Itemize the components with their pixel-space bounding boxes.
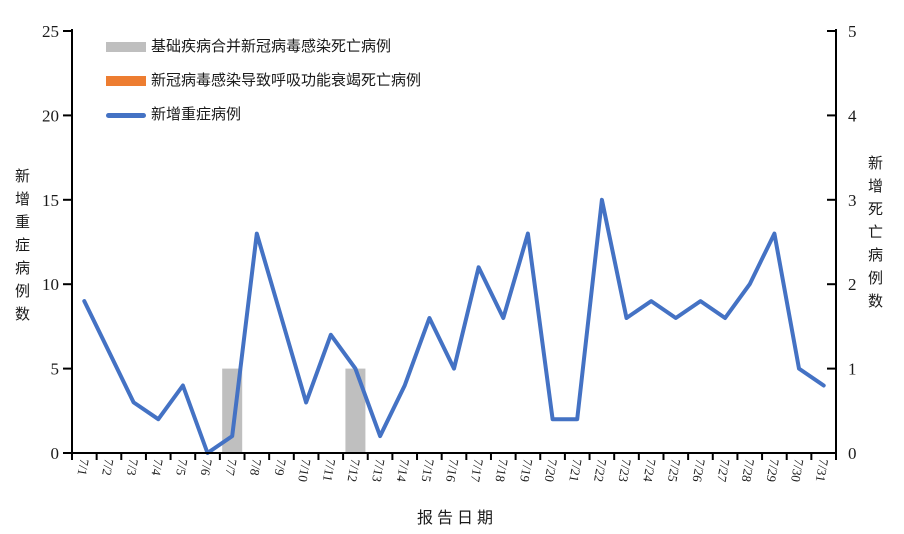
- svg-text:7/17: 7/17: [468, 458, 487, 484]
- right-tick-label: 1: [848, 360, 857, 379]
- x-tick-label: 7/11: [320, 458, 339, 483]
- x-tick-label: 7/27: [714, 458, 733, 484]
- svg-text:7/7: 7/7: [222, 458, 240, 477]
- left-axis-title: 新增重症病例数: [13, 168, 29, 329]
- svg-text:7/15: 7/15: [418, 458, 437, 483]
- legend-label: 新冠病毒感染导致呼吸功能衰竭死亡病例: [151, 73, 422, 89]
- x-tick-label: 7/9: [272, 458, 290, 477]
- x-tick-label: 7/21: [566, 458, 585, 483]
- legend-label: 新增重症病例: [151, 107, 242, 123]
- svg-text:7/13: 7/13: [369, 458, 388, 483]
- legend-label: 基础疾病合并新冠病毒感染死亡病例: [151, 39, 392, 55]
- x-tick-label: 7/13: [369, 458, 388, 483]
- svg-text:7/2: 7/2: [99, 458, 117, 477]
- svg-text:7/11: 7/11: [320, 458, 339, 483]
- x-tick-label: 7/10: [295, 458, 314, 483]
- x-tick-labels: 7/1 7/2 7/3 7/4 7/5 7/6 7/7 7/8 7/9 7/10 7/11 7/12 7…: [75, 458, 832, 484]
- x-tick-label: 7/5: [173, 458, 191, 477]
- x-tick-label: 7/20: [542, 458, 561, 483]
- x-tick-label: 7/28: [739, 458, 758, 483]
- left-tick-label: 0: [51, 444, 60, 463]
- x-tick-label: 7/2: [99, 458, 117, 477]
- x-tick-label: 7/22: [591, 458, 610, 483]
- death-bar: [345, 368, 366, 453]
- right-tick-label: 5: [848, 22, 857, 41]
- svg-text:7/26: 7/26: [690, 458, 709, 484]
- x-tick-label: 7/14: [394, 458, 413, 484]
- svg-text:7/4: 7/4: [148, 458, 166, 477]
- svg-text:7/25: 7/25: [665, 458, 684, 483]
- svg-text:7/18: 7/18: [492, 458, 511, 483]
- x-tick-label: 7/1: [75, 458, 93, 477]
- svg-text:7/20: 7/20: [542, 458, 561, 483]
- x-tick-label: 7/17: [468, 458, 487, 484]
- x-tick-label: 7/7: [222, 458, 240, 477]
- right-tick-label: 2: [848, 275, 857, 294]
- svg-text:7/9: 7/9: [272, 458, 290, 477]
- left-tick-label: 15: [42, 191, 59, 210]
- x-tick-label: 7/8: [247, 458, 265, 477]
- svg-text:7/10: 7/10: [295, 458, 314, 483]
- x-tick-label: 7/19: [517, 458, 536, 483]
- x-tick-label: 7/18: [492, 458, 511, 483]
- left-tick-label: 20: [42, 106, 59, 125]
- svg-text:7/21: 7/21: [566, 458, 585, 483]
- svg-text:7/12: 7/12: [344, 458, 363, 483]
- svg-text:7/24: 7/24: [640, 458, 659, 484]
- x-tick-label: 7/29: [763, 458, 782, 483]
- legend-bar-swatch: [106, 42, 146, 52]
- svg-text:7/27: 7/27: [714, 458, 733, 484]
- svg-text:7/6: 7/6: [198, 458, 216, 477]
- x-tick-label: 7/16: [443, 458, 462, 484]
- axes: [71, 29, 837, 454]
- x-tick-label: 7/30: [788, 458, 807, 483]
- x-tick-label: 7/26: [690, 458, 709, 484]
- left-tick-label: 5: [51, 360, 60, 379]
- right-axis-title: 新增死亡病例数: [866, 155, 882, 316]
- x-tick-label: 7/3: [124, 458, 142, 477]
- svg-text:7/16: 7/16: [443, 458, 462, 484]
- svg-text:7/28: 7/28: [739, 458, 758, 483]
- svg-text:7/30: 7/30: [788, 458, 807, 483]
- legend-bar-swatch: [106, 76, 146, 86]
- svg-text:7/22: 7/22: [591, 458, 610, 483]
- svg-text:7/5: 7/5: [173, 458, 191, 477]
- legend-item: 基础疾病合并新冠病毒感染死亡病例: [106, 30, 421, 64]
- right-axis-ticks: 0 1 2 3 4 5: [827, 22, 857, 463]
- x-axis-ticks: [71, 453, 837, 460]
- severe-cases-line: [82, 197, 826, 455]
- left-tick-label: 25: [42, 22, 59, 41]
- x-axis-title: 报告日期: [416, 510, 497, 527]
- svg-text:7/31: 7/31: [813, 458, 832, 483]
- legend: 基础疾病合并新冠病毒感染死亡病例新冠病毒感染导致呼吸功能衰竭死亡病例 新增重症病例: [106, 30, 421, 132]
- right-tick-label: 0: [848, 444, 857, 463]
- svg-text:7/3: 7/3: [124, 458, 142, 477]
- legend-item: 新冠病毒感染导致呼吸功能衰竭死亡病例: [106, 64, 421, 98]
- svg-text:7/29: 7/29: [763, 458, 782, 483]
- legend-line-swatch: [106, 112, 146, 118]
- x-tick-label: 7/23: [616, 458, 635, 483]
- legend-item: 新增重症病例: [106, 98, 421, 132]
- svg-text:7/1: 7/1: [75, 458, 93, 477]
- death-bars-underlying-disease: [222, 368, 366, 453]
- x-tick-label: 7/31: [813, 458, 832, 483]
- svg-text:7/14: 7/14: [394, 458, 413, 484]
- x-tick-label: 7/4: [148, 458, 166, 477]
- x-tick-label: 7/12: [344, 458, 363, 483]
- right-tick-label: 4: [848, 106, 857, 125]
- left-tick-label: 10: [42, 275, 59, 294]
- x-tick-label: 7/6: [198, 458, 216, 477]
- right-tick-label: 3: [848, 191, 857, 210]
- svg-text:7/19: 7/19: [517, 458, 536, 483]
- x-tick-label: 7/25: [665, 458, 684, 483]
- x-tick-label: 7/24: [640, 458, 659, 484]
- x-tick-label: 7/15: [418, 458, 437, 483]
- svg-text:7/8: 7/8: [247, 458, 265, 477]
- left-axis-ticks: 0 5 10 15 20 25: [42, 22, 72, 463]
- svg-text:7/23: 7/23: [616, 458, 635, 483]
